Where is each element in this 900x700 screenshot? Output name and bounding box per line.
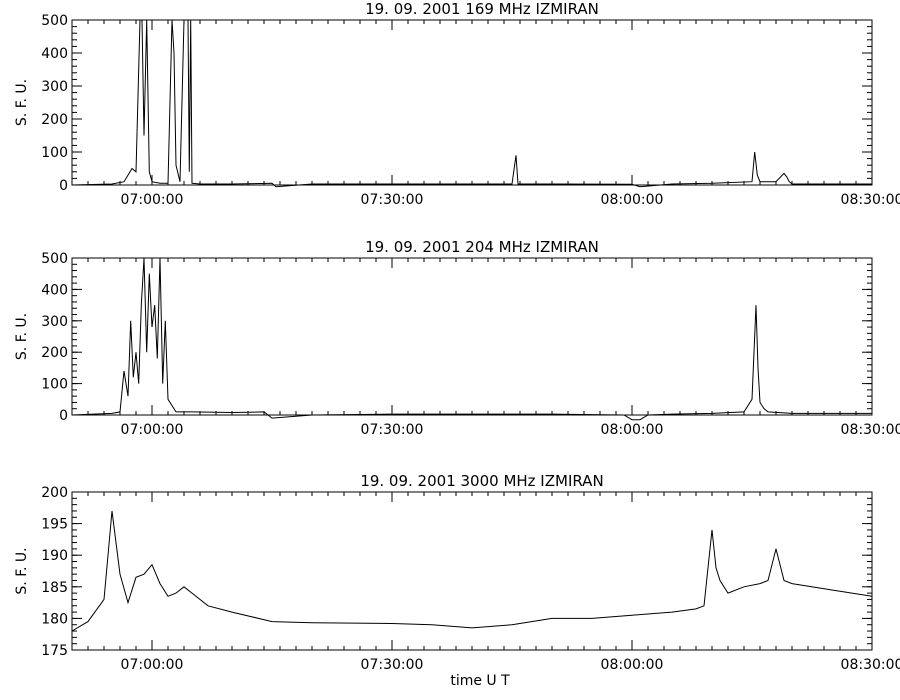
series-line-0 [71, 257, 872, 421]
y-axis-label: S. F. U. [14, 313, 30, 360]
series-line-0 [71, 19, 872, 188]
y-tick-label-400: 400 [41, 46, 68, 62]
x-tick-label-08-00-00: 08:00:00 [601, 192, 664, 208]
x-tick-label-07-00-00: 07:00:00 [121, 192, 184, 208]
x-tick-label-08-00-00: 08:00:00 [601, 657, 664, 673]
y-tick-label-500: 500 [41, 251, 68, 267]
chart-title: 19. 09. 2001 3000 MHz IZMIRAN [360, 472, 603, 490]
x-tick-label-08-30-00: 08:30:00 [841, 422, 900, 438]
y-tick-label-175: 175 [41, 643, 68, 659]
y-tick-label-300: 300 [41, 314, 68, 330]
y-tick-label-190: 190 [41, 548, 68, 564]
plot-frame [71, 491, 873, 651]
y-tick-label-195: 195 [41, 517, 68, 533]
x-tick-label-07-30-00: 07:30:00 [361, 422, 424, 438]
x-tick-label-08-30-00: 08:30:00 [841, 657, 900, 673]
y-tick-label-0: 0 [59, 178, 68, 194]
y-tick-label-100: 100 [41, 377, 68, 393]
x-tick-label-08-30-00: 08:30:00 [841, 192, 900, 208]
x-tick-label-07-30-00: 07:30:00 [361, 192, 424, 208]
y-tick-label-400: 400 [41, 282, 68, 298]
x-tick-label-07-30-00: 07:30:00 [361, 657, 424, 673]
y-tick-label-200: 200 [41, 112, 68, 128]
panel-3000mhz: 19. 09. 2001 3000 MHz IZMIRAN S. F. U. 07:… [14, 472, 900, 673]
y-tick-label-300: 300 [41, 79, 68, 95]
y-tick-label-500: 500 [41, 13, 68, 29]
panel-204mhz: 19. 09. 2001 204 MHz IZMIRAN S. F. U. 07:0… [14, 238, 900, 438]
x-axis-label: time U T [450, 673, 510, 689]
x-tick-label-08-00-00: 08:00:00 [601, 422, 664, 438]
y-axis-label: S. F. U. [14, 79, 30, 126]
y-tick-label-200: 200 [41, 345, 68, 361]
chart-title: 19. 09. 2001 169 MHz IZMIRAN [365, 0, 599, 18]
y-tick-label-180: 180 [41, 611, 68, 627]
x-tick-label-07-00-00: 07:00:00 [121, 422, 184, 438]
y-tick-label-185: 185 [41, 580, 68, 596]
panel-169mhz: 19. 09. 2001 169 MHz IZMIRAN S. F. U. 07:0… [14, 0, 900, 208]
y-tick-label-100: 100 [41, 145, 68, 161]
y-axis-label: S. F. U. [14, 547, 30, 594]
y-tick-label-200: 200 [41, 485, 68, 501]
series-line-0 [71, 510, 873, 632]
chart-title: 19. 09. 2001 204 MHz IZMIRAN [365, 238, 599, 256]
y-tick-label-0: 0 [59, 408, 68, 424]
x-tick-label-07-00-00: 07:00:00 [121, 657, 184, 673]
